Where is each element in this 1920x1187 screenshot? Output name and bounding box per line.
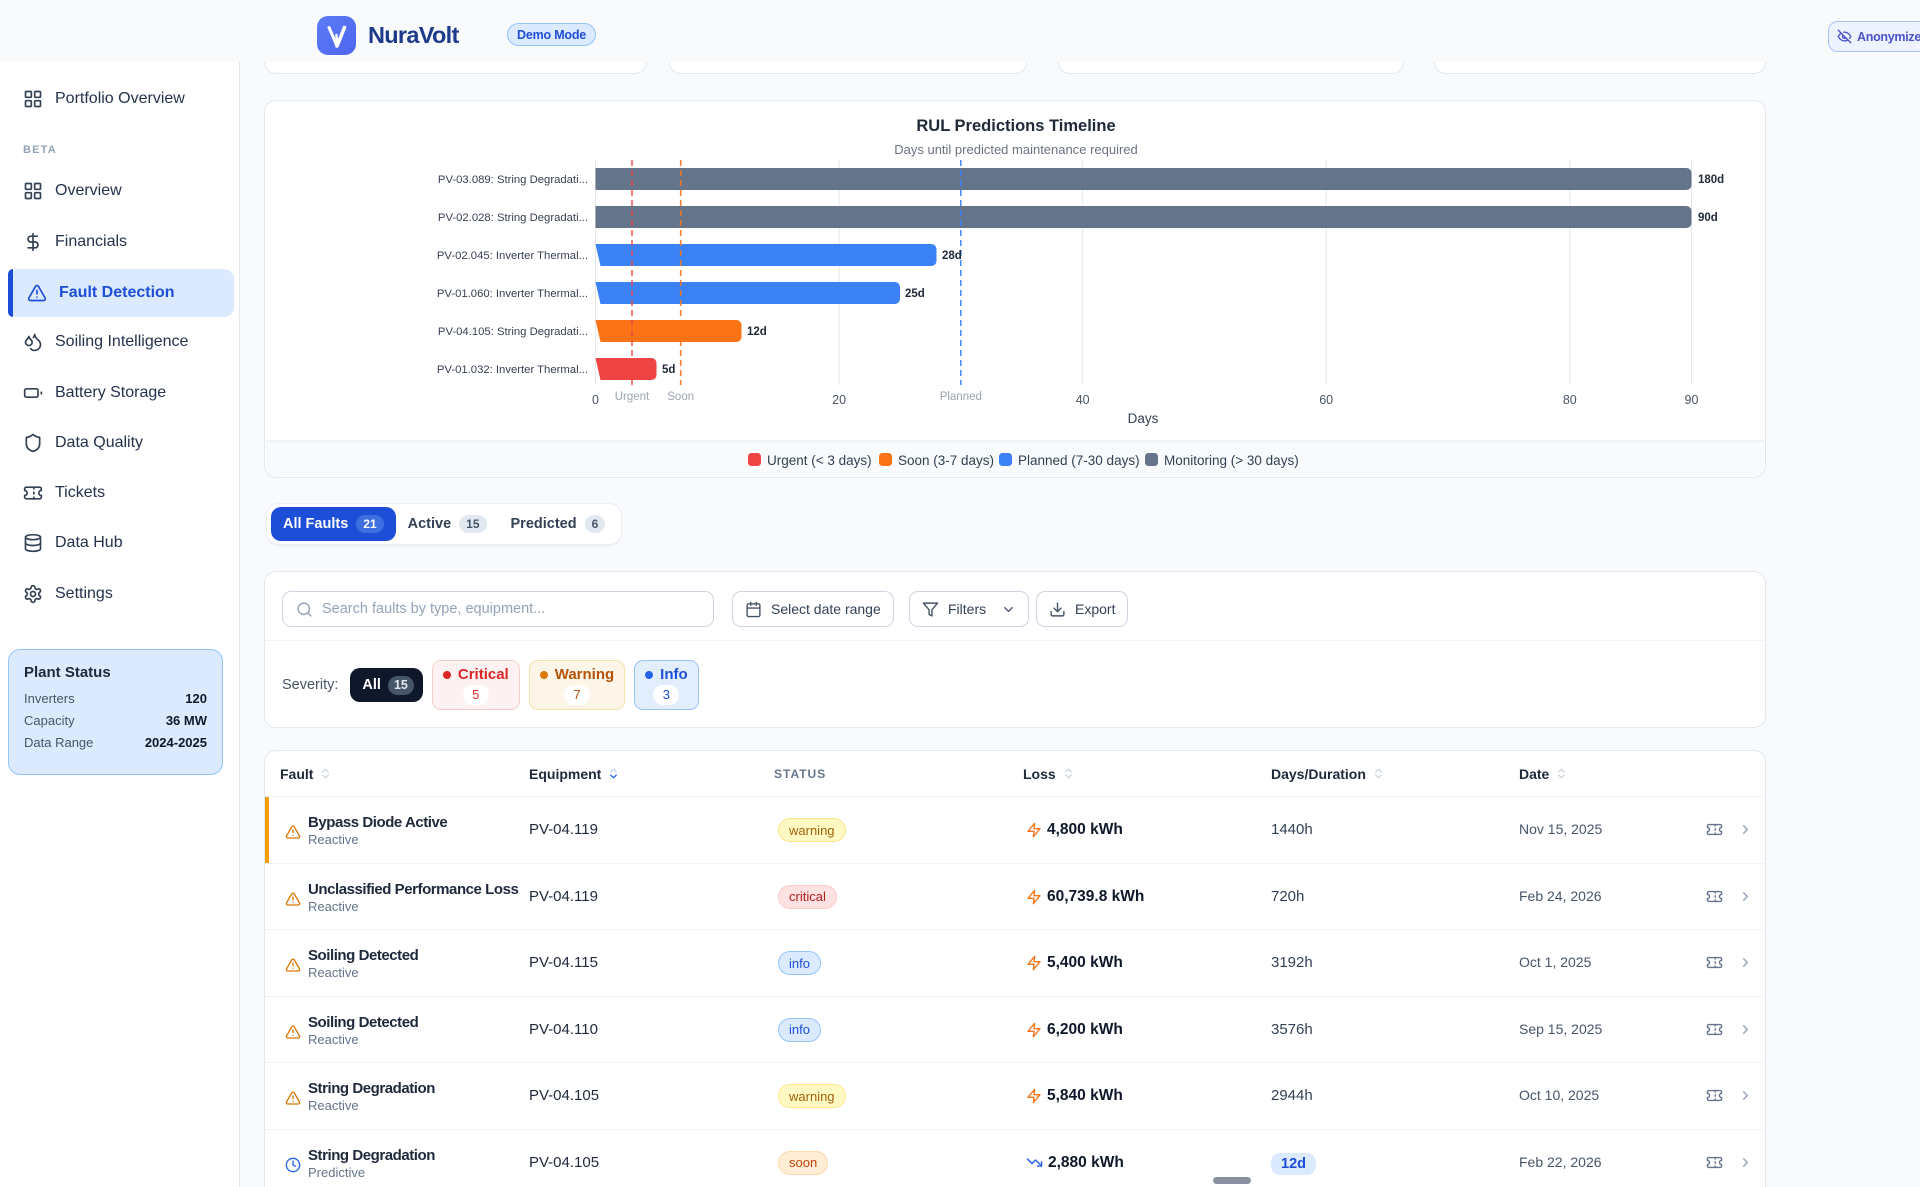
svg-text:Days until predicted maintenan: Days until predicted maintenance require… (894, 142, 1138, 157)
svg-text:0: 0 (592, 393, 599, 407)
svg-text:Soon: Soon (667, 391, 694, 403)
svg-text:PV-01.032: Inverter Thermal...: PV-01.032: Inverter Thermal... (437, 364, 588, 376)
svg-text:40: 40 (1076, 393, 1090, 407)
svg-text:Soon (3-7 days): Soon (3-7 days) (898, 453, 994, 468)
svg-text:PV-01.060: Inverter Thermal...: PV-01.060: Inverter Thermal... (437, 288, 588, 300)
svg-text:12d: 12d (747, 326, 767, 338)
svg-text:PV-02.028: String Degradati...: PV-02.028: String Degradati... (438, 212, 588, 224)
svg-text:RUL Predictions Timeline: RUL Predictions Timeline (916, 117, 1115, 135)
svg-text:Urgent (< 3 days): Urgent (< 3 days) (767, 453, 872, 468)
svg-text:25d: 25d (905, 288, 925, 300)
svg-text:Monitoring (> 30 days): Monitoring (> 30 days) (1164, 453, 1299, 468)
svg-text:Planned: Planned (940, 391, 982, 403)
svg-text:180d: 180d (1698, 174, 1724, 186)
svg-text:80: 80 (1563, 393, 1577, 407)
svg-text:PV-04.105: String Degradati...: PV-04.105: String Degradati... (438, 326, 588, 338)
svg-text:5d: 5d (662, 364, 675, 376)
svg-text:PV-02.045: Inverter Thermal...: PV-02.045: Inverter Thermal... (437, 250, 588, 262)
svg-text:Planned (7-30 days): Planned (7-30 days) (1018, 453, 1140, 468)
svg-text:Days: Days (1128, 411, 1159, 426)
svg-text:90d: 90d (1698, 212, 1718, 224)
svg-text:28d: 28d (942, 250, 962, 262)
svg-text:Urgent: Urgent (615, 391, 650, 403)
svg-text:PV-03.089: String Degradati...: PV-03.089: String Degradati... (438, 174, 588, 186)
svg-text:60: 60 (1319, 393, 1333, 407)
svg-text:90: 90 (1685, 393, 1699, 407)
svg-text:20: 20 (832, 393, 846, 407)
